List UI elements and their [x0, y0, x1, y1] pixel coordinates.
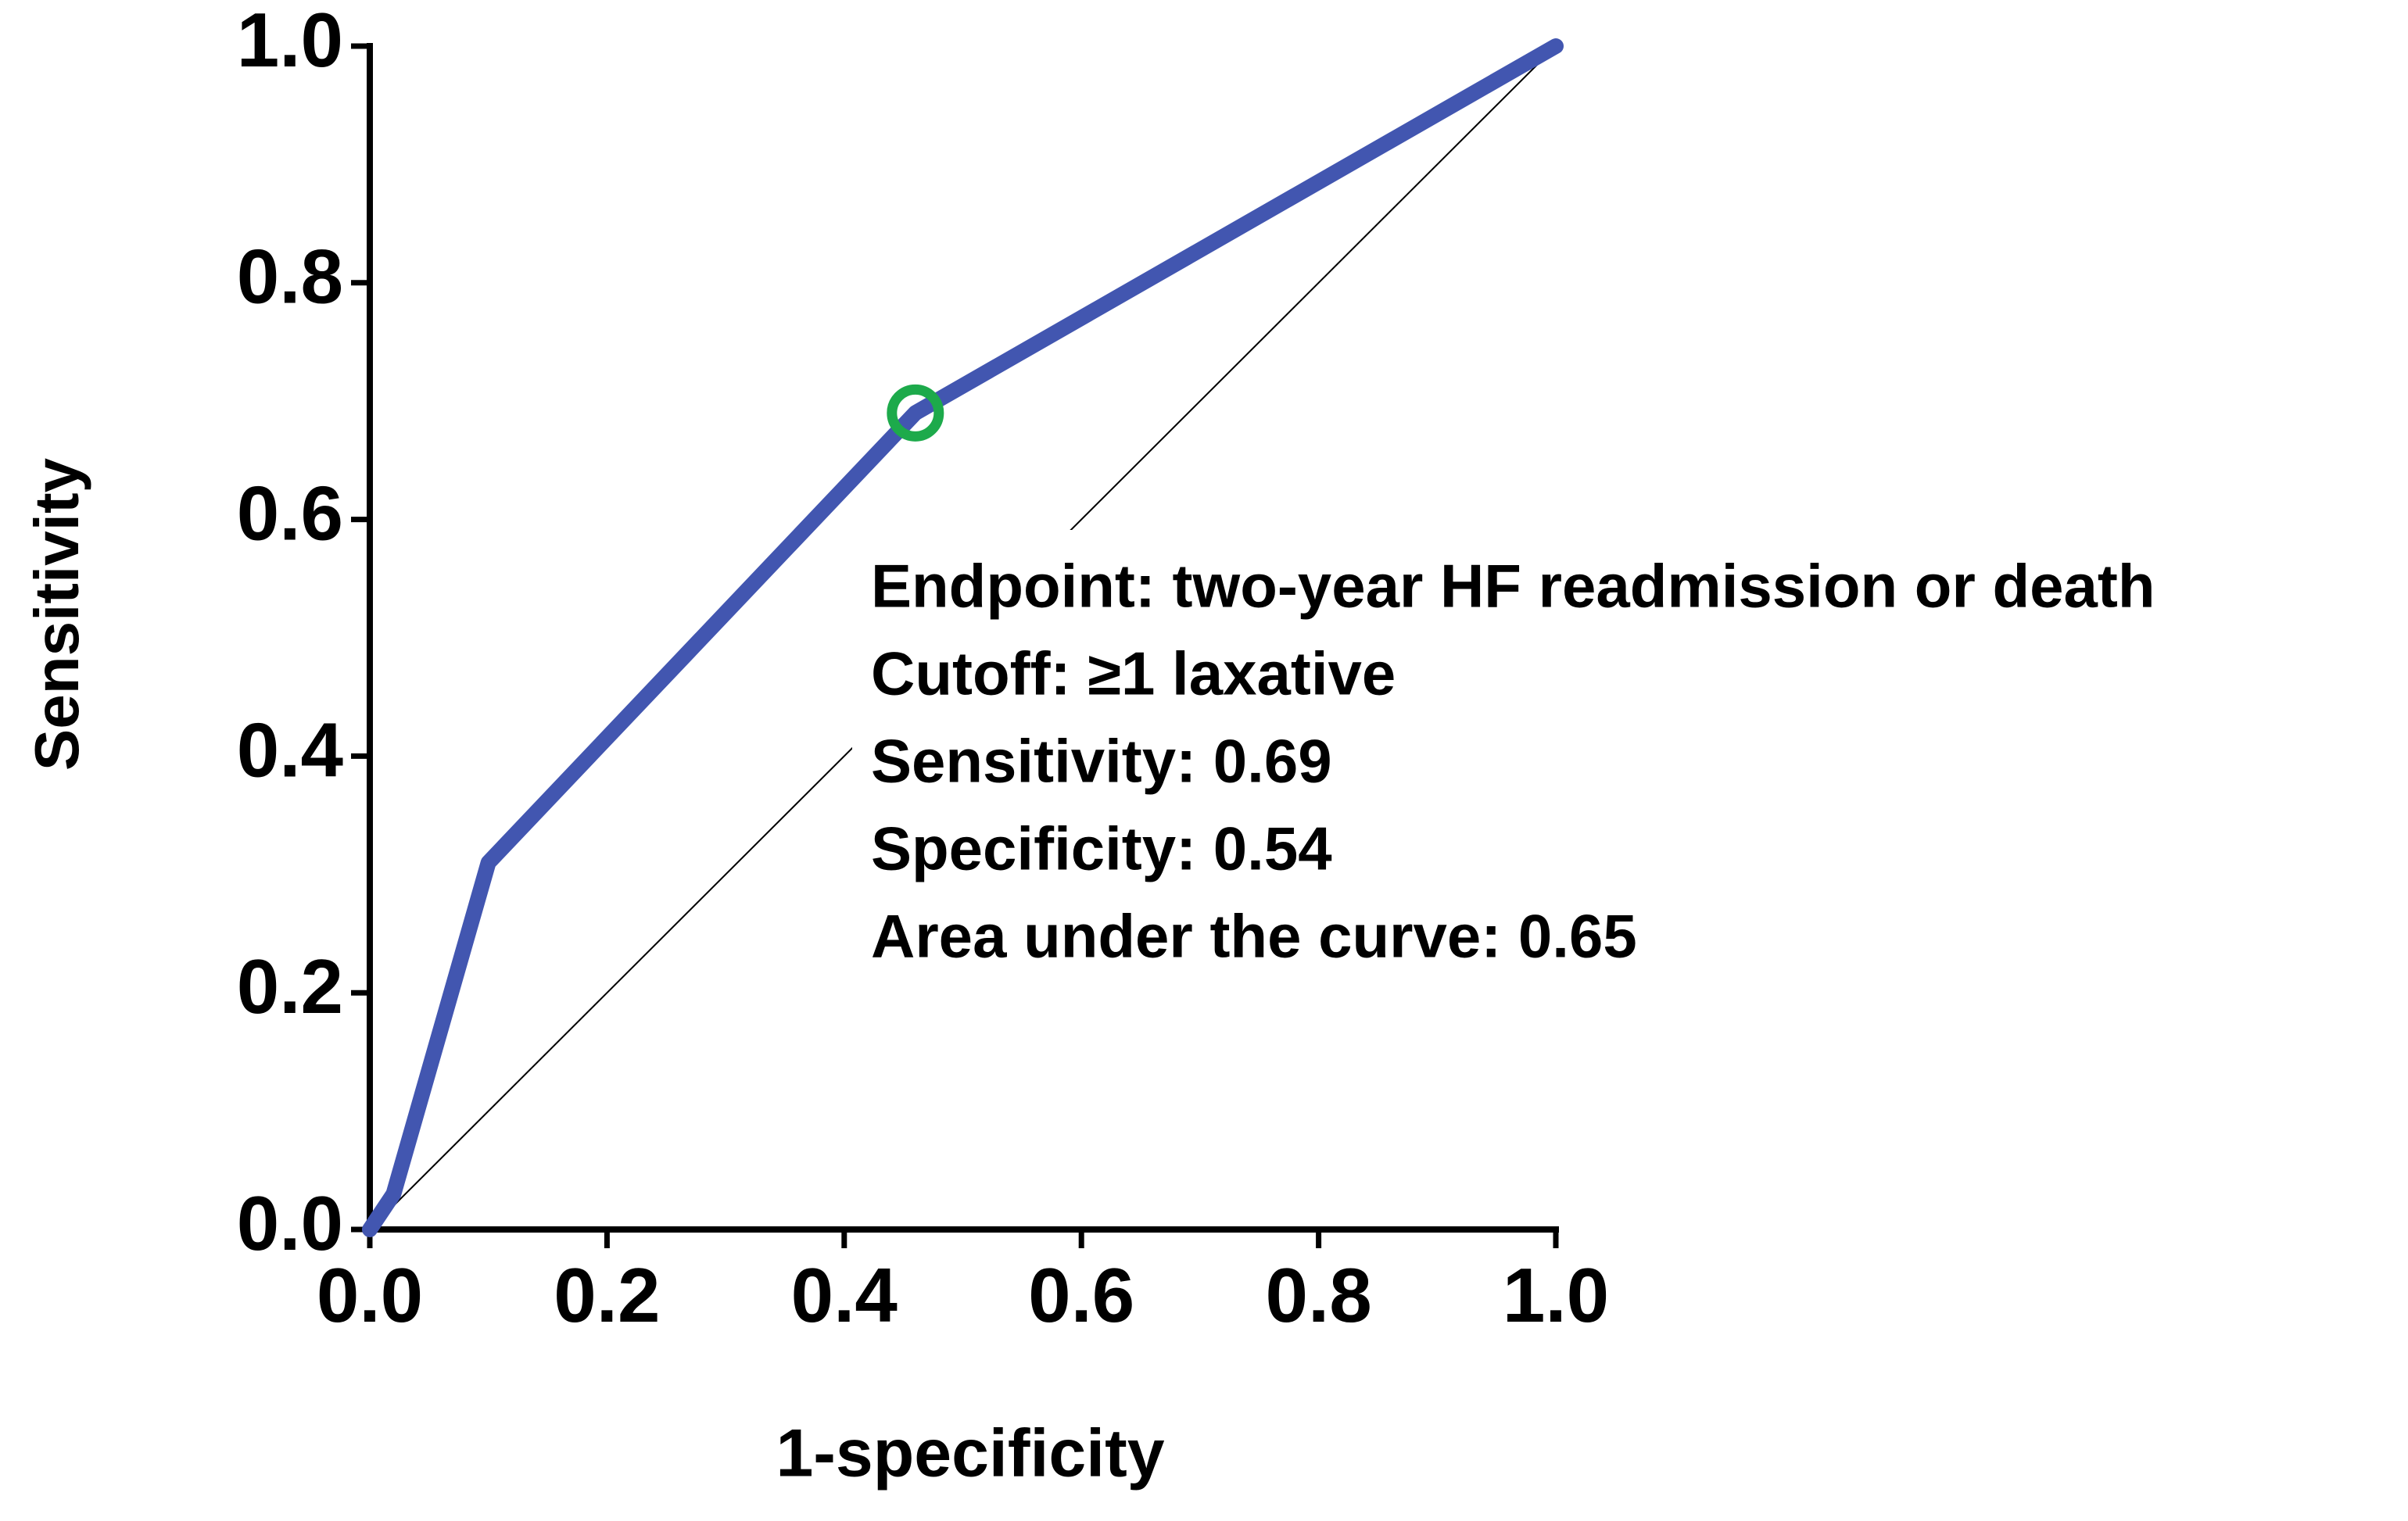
y-tick-label: 0.8 — [237, 234, 343, 320]
x-tick-label: 0.0 — [317, 1252, 423, 1338]
x-tick-label: 0.4 — [791, 1252, 898, 1338]
x-tick-label: 0.2 — [554, 1252, 660, 1338]
x-tick-label: 0.6 — [1028, 1252, 1134, 1338]
x-tick-label: 0.8 — [1265, 1252, 1371, 1338]
annotation: Sensitivity: 0.69 — [871, 727, 1332, 796]
annotation: Endpoint: two-year HF readmission or dea… — [871, 552, 2155, 621]
y-tick-label: 0.2 — [237, 943, 343, 1029]
annotation-background — [852, 530, 2408, 983]
annotation: Cutoff: ≥1 laxative — [871, 639, 1396, 708]
annotation: Area under the curve: 0.65 — [871, 902, 1637, 971]
y-tick-label: 0.4 — [237, 707, 343, 793]
y-tick-label: 0.0 — [237, 1180, 343, 1266]
cutoff-marker — [887, 384, 944, 442]
roc-curve — [362, 38, 1564, 1237]
x-axis-label: 1-specificity — [776, 1416, 1164, 1491]
y-tick-label: 0.6 — [237, 470, 343, 556]
x-tick-label: 1.0 — [1503, 1252, 1609, 1338]
y-axis-label: Sensitivity — [22, 457, 91, 771]
y-tick-label: 1.0 — [237, 0, 343, 83]
annotation: Specificity: 0.54 — [871, 814, 1332, 883]
